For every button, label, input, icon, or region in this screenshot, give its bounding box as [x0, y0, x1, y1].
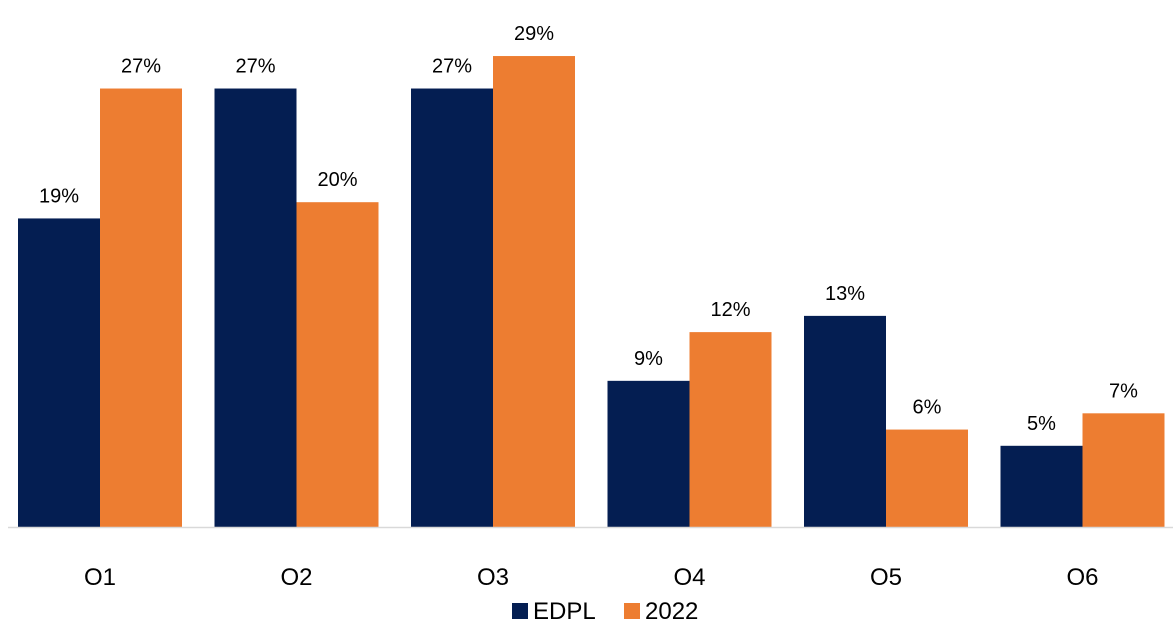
data-label-edpl-o3: 27% — [432, 56, 472, 78]
bar-2022-o6 — [1082, 413, 1165, 527]
x-tick-labels-group: O1 O2 O3 O4 O5 O6 — [84, 564, 1099, 591]
data-label-edpl-o4: 9% — [634, 348, 663, 370]
legend-label-2022: 2022 — [645, 598, 698, 623]
legend-swatch-2022 — [624, 603, 640, 619]
x-tick-label-o2: O2 — [280, 564, 312, 591]
bar-2022-o4 — [689, 332, 772, 527]
data-label-2022-o2: 20% — [317, 169, 357, 191]
data-label-2022-o3: 29% — [514, 23, 554, 45]
legend-label-edpl: EDPL — [533, 598, 596, 623]
data-labels-group: 19% 27% 27% 20% 27% 29% 9% 12% 13% 6% 5% 7% — [39, 23, 1138, 435]
data-label-2022-o5: 6% — [913, 397, 942, 419]
legend-swatch-edpl — [512, 603, 528, 619]
bar-edpl-o1 — [18, 218, 100, 527]
data-label-edpl-o1: 19% — [39, 185, 79, 207]
data-label-edpl-o6: 5% — [1027, 413, 1056, 435]
bars-group — [18, 56, 1165, 528]
data-label-edpl-o5: 13% — [825, 283, 865, 305]
bar-2022-o5 — [886, 429, 968, 527]
data-label-2022-o1: 27% — [121, 56, 161, 78]
data-label-2022-o6: 7% — [1109, 380, 1138, 402]
bar-edpl-o3 — [411, 88, 493, 528]
x-tick-label-o1: O1 — [84, 564, 116, 591]
x-tick-label-o4: O4 — [673, 564, 705, 591]
x-tick-label-o3: O3 — [477, 564, 509, 591]
legend: EDPL 2022 — [512, 598, 698, 623]
bar-2022-o1 — [100, 88, 182, 528]
x-tick-label-o5: O5 — [870, 564, 902, 591]
data-label-edpl-o2: 27% — [235, 56, 275, 78]
data-label-2022-o4: 12% — [710, 299, 750, 321]
bar-2022-o3 — [493, 56, 575, 527]
bar-edpl-o5 — [804, 315, 886, 527]
bar-edpl-o2 — [214, 88, 297, 528]
bar-edpl-o6 — [1000, 445, 1083, 527]
bar-edpl-o4 — [607, 380, 690, 527]
x-tick-label-o6: O6 — [1066, 564, 1098, 591]
bar-2022-o2 — [296, 202, 379, 527]
